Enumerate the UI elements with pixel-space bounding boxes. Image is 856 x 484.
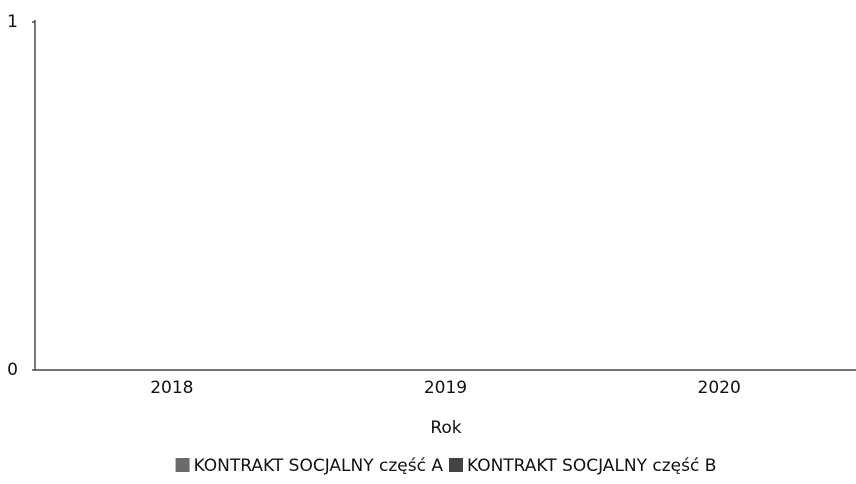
legend-label: KONTRAKT SOCJALNY część B	[467, 456, 716, 476]
legend-swatch	[175, 458, 190, 472]
legend-swatch	[448, 458, 463, 472]
x-tick-label: 2018	[150, 378, 193, 398]
y-tick-label: 1	[7, 12, 18, 32]
x-tick-label: 2020	[698, 378, 741, 398]
x-axis-label: Rok	[430, 418, 461, 438]
x-tick-label: 2019	[424, 378, 467, 398]
legend-label: KONTRAKT SOCJALNY część A	[194, 456, 444, 476]
y-tick-label: 0	[7, 360, 18, 380]
